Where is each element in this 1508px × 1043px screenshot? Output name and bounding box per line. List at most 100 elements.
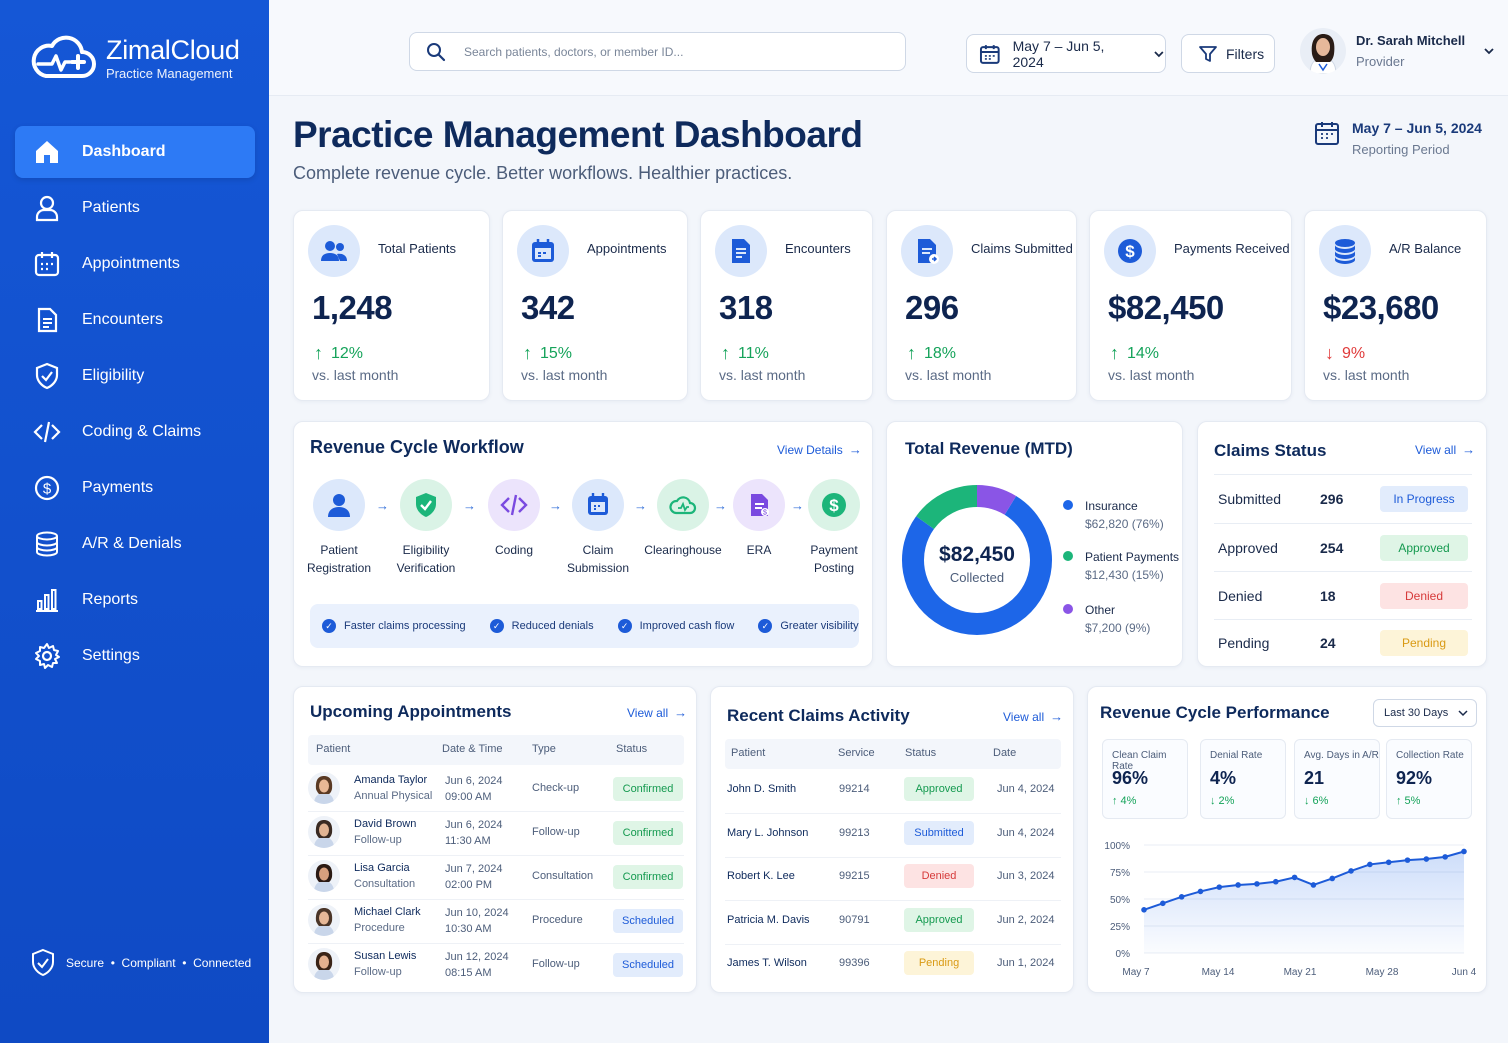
- workflow-step-era[interactable]: $ ERA: [714, 479, 804, 559]
- workflow-step-eligibility-verification[interactable]: Eligibility Verification: [381, 479, 471, 577]
- sidebar-item-payments[interactable]: $ Payments: [15, 462, 255, 514]
- data-point: [1178, 894, 1185, 900]
- patient-visit-reason: Follow-up: [354, 966, 402, 978]
- brand[interactable]: ZimalCloud Practice Management: [28, 32, 240, 84]
- document-icon: $: [733, 479, 785, 531]
- topbar: May 7 – Jun 5, 2024 Filters Dr. Sarah Mi…: [269, 0, 1508, 96]
- appointment-time: 10:30 AM: [445, 923, 492, 935]
- sidebar-item-settings[interactable]: Settings: [15, 630, 255, 682]
- section-title: Revenue Cycle Performance: [1100, 703, 1330, 722]
- avatar: [308, 948, 340, 980]
- table-row[interactable]: Patricia M. Davis 90791 Approved Jun 2, …: [725, 902, 1061, 946]
- table-row[interactable]: Mary L. Johnson 99213 Submitted Jun 4, 2…: [725, 815, 1061, 859]
- sidebar-item-reports[interactable]: Reports: [15, 574, 255, 626]
- date-range-picker[interactable]: May 7 – Jun 5, 2024: [966, 34, 1166, 73]
- page-title: Practice Management Dashboard: [293, 114, 863, 155]
- table-row[interactable]: Lisa Garcia Consultation Jun 7, 2024 02:…: [308, 855, 684, 899]
- table-row[interactable]: James T. Wilson 99396 Pending Jun 1, 202…: [725, 945, 1061, 989]
- database-icon: [31, 528, 63, 560]
- view-all-link[interactable]: View all →: [627, 705, 688, 720]
- claims-status-row[interactable]: Approved 254 Approved: [1214, 524, 1472, 572]
- arrow-right-icon: →: [1462, 442, 1476, 457]
- kpi-value: 318: [719, 289, 773, 326]
- sidebar-item-coding-claims[interactable]: Coding & Claims: [15, 406, 255, 458]
- workflow-step-claim-submission[interactable]: Claim Submission: [553, 479, 643, 577]
- home-icon: [31, 136, 63, 168]
- appointment-time: 09:00 AM: [445, 791, 492, 803]
- claims-status-row[interactable]: Pending 24 Pending: [1214, 619, 1472, 667]
- sidebar-item-dashboard[interactable]: Dashboard: [15, 126, 255, 178]
- table-row[interactable]: David Brown Follow-up Jun 6, 2024 11:30 …: [308, 811, 684, 855]
- data-point: [1141, 907, 1147, 913]
- workflow-step-payment-posting[interactable]: $ Payment Posting: [789, 479, 879, 577]
- period-label: Reporting Period: [1352, 142, 1450, 157]
- sidebar-item-label: Eligibility: [82, 367, 145, 384]
- search-input[interactable]: [464, 44, 884, 59]
- table-header: Patient Service Status Date: [725, 739, 1061, 769]
- kpi-card-payments-received[interactable]: $ Payments Received $82,450 ↑ 14% vs. las…: [1089, 210, 1292, 401]
- sidebar-item-ar-denials[interactable]: A/R & Denials: [15, 518, 255, 570]
- sidebar-item-patients[interactable]: Patients: [15, 182, 255, 234]
- table-row[interactable]: Amanda Taylor Annual Physical Jun 6, 202…: [308, 767, 684, 811]
- arrow-right-icon: →: [463, 498, 476, 513]
- data-point: [1197, 888, 1204, 895]
- kpi-card-encounters[interactable]: Encounters 318 ↑ 11% vs. last month: [700, 210, 873, 401]
- kpi-card-appointments[interactable]: Appointments 342 ↑ 15% vs. last month: [502, 210, 688, 401]
- kpi-title: Total Patients: [378, 241, 457, 256]
- metric-card-denial-rate: Denial Rate 4% ↓ 2%: [1200, 739, 1286, 819]
- kpi-change: ↑ 12%: [314, 343, 364, 363]
- recent-claims-activity-card: Recent Claims Activity View all → Patient…: [710, 686, 1074, 993]
- patient-visit-reason: Annual Physical: [354, 790, 433, 802]
- kpi-compare-label: vs. last month: [312, 367, 399, 383]
- table-row[interactable]: Michael Clark Procedure Jun 10, 2024 10:…: [308, 899, 684, 943]
- kpi-compare-label: vs. last month: [905, 367, 992, 383]
- avatar: [308, 904, 340, 936]
- user-profile-menu[interactable]: Dr. Sarah Mitchell Provider: [1300, 28, 1495, 74]
- shield-check-icon: [400, 479, 452, 531]
- arrow-right-icon: →: [791, 498, 804, 513]
- claims-status-row[interactable]: Submitted 296 In Progress: [1214, 475, 1472, 523]
- cloud-logo-icon: [31, 35, 96, 78]
- user-icon: [313, 479, 365, 531]
- calendar-icon: [572, 479, 624, 531]
- donut-slice-other: [976, 485, 1017, 516]
- status-badge: Confirmed: [613, 777, 683, 801]
- calendar-icon: [517, 225, 569, 277]
- workflow-step-clearinghouse[interactable]: Clearinghouse: [638, 479, 728, 559]
- section-title: Revenue Cycle Workflow: [310, 437, 524, 457]
- section-title: Claims Status: [1214, 441, 1327, 460]
- view-all-link[interactable]: View all →: [1415, 442, 1476, 457]
- sidebar-item-appointments[interactable]: Appointments: [15, 238, 255, 290]
- appointment-time: 11:30 AM: [445, 835, 491, 847]
- arrow-up-icon: ↑: [1110, 343, 1119, 363]
- sidebar-footer: Secure • Compliant • Connected: [30, 948, 251, 978]
- kpi-card-total-patients[interactable]: Total Patients 1,248 ↑ 12% vs. last month: [293, 210, 490, 401]
- search-bar[interactable]: [409, 32, 906, 71]
- arrow-right-icon: →: [376, 498, 389, 513]
- claims-status-row[interactable]: Denied 18 Denied: [1214, 572, 1472, 620]
- table-row[interactable]: Susan Lewis Follow-up Jun 12, 2024 08:15…: [308, 943, 684, 987]
- kpi-change: ↑ 18%: [907, 343, 957, 363]
- bar-chart-icon: [31, 584, 63, 616]
- kpi-card-ar-balance[interactable]: A/R Balance $23,680 ↓ 9% vs. last month: [1304, 210, 1487, 401]
- view-details-link[interactable]: View Details →: [777, 442, 862, 457]
- table-header: Patient Date & Time Type Status: [308, 735, 684, 765]
- legend-dot: [1063, 604, 1073, 614]
- avatar: [308, 860, 340, 892]
- gear-icon: [31, 640, 63, 672]
- kpi-card-claims-submitted[interactable]: Claims Submitted 296 ↑ 18% vs. last month: [886, 210, 1077, 401]
- sidebar-item-eligibility[interactable]: Eligibility: [15, 350, 255, 402]
- kpi-change: ↑ 15%: [523, 343, 573, 363]
- appointment-type: Follow-up: [532, 958, 580, 970]
- claim-service-code: 99215: [839, 870, 870, 882]
- status-badge: Denied: [1380, 583, 1468, 609]
- range-select[interactable]: Last 30 Days: [1373, 699, 1477, 727]
- table-row[interactable]: Robert K. Lee 99215 Denied Jun 3, 2024: [725, 858, 1061, 902]
- view-all-link[interactable]: View all →: [1003, 709, 1064, 724]
- table-row[interactable]: John D. Smith 99214 Approved Jun 4, 2024: [725, 771, 1061, 815]
- workflow-step-patient-registration[interactable]: Patient Registration: [294, 479, 384, 577]
- filters-button[interactable]: Filters: [1181, 34, 1275, 73]
- calendar-icon: [979, 44, 1000, 64]
- workflow-step-coding[interactable]: Coding: [469, 479, 559, 559]
- sidebar-item-encounters[interactable]: Encounters: [15, 294, 255, 346]
